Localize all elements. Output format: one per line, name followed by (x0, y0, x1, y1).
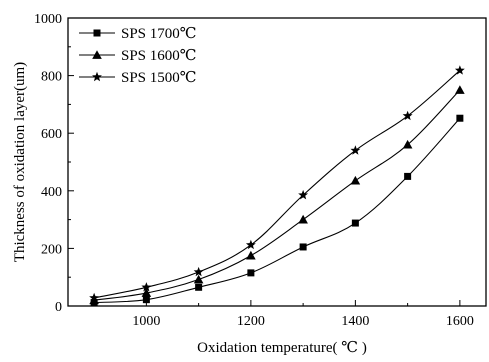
legend-label: SPS 1600℃ (121, 48, 197, 64)
x-tick-label: 1200 (237, 314, 265, 329)
data-point-star (193, 266, 204, 277)
data-point-triangle (193, 274, 204, 284)
x-tick-label: 1400 (341, 314, 369, 329)
y-axis-label: Thickness of oxidation layer(um) (12, 62, 28, 262)
data-point-triangle (402, 139, 413, 149)
y-tick-label: 0 (55, 300, 62, 315)
data-point-triangle (455, 85, 465, 94)
y-tick-label: 600 (41, 127, 62, 142)
data-point-square (404, 172, 412, 180)
x-tick-label: 1000 (132, 314, 160, 329)
legend-entry: SPS 1500℃ (79, 70, 197, 86)
data-point-square (142, 296, 150, 304)
y-tick-label: 200 (41, 242, 62, 257)
legend-label: SPS 1500℃ (121, 70, 197, 86)
legend-label: SPS 1700℃ (121, 26, 197, 42)
data-point-star (245, 239, 256, 250)
y-tick-label: 800 (41, 70, 62, 85)
legend-marker-square (93, 29, 101, 37)
data-point-star (298, 189, 309, 200)
data-point-triangle (141, 288, 152, 297)
legend-entry: SPS 1700℃ (79, 26, 197, 42)
data-point-triangle (298, 214, 308, 224)
series-line-star (94, 70, 461, 299)
data-point-star (89, 292, 100, 303)
x-tick-label: 1600 (446, 314, 474, 329)
y-tick-label: 1000 (34, 12, 62, 27)
legend-marker-triangle (92, 50, 102, 59)
data-point-star (350, 145, 361, 155)
data-point-triangle (246, 250, 256, 260)
data-point-square (351, 219, 359, 227)
x-axis-label: Oxidation temperature( ℃ ) (197, 340, 367, 356)
series-line-triangle (94, 89, 461, 301)
data-point-square (247, 269, 255, 277)
series-star (89, 65, 465, 303)
data-point-square (299, 243, 307, 251)
series-triangle (89, 85, 465, 305)
legend-marker-star (92, 71, 102, 82)
data-point-star (141, 282, 152, 292)
data-point-square (195, 283, 203, 291)
data-point-square (456, 114, 464, 122)
y-tick-label: 400 (41, 185, 62, 200)
data-point-triangle (350, 175, 361, 185)
legend-entry: SPS 1600℃ (79, 48, 197, 64)
data-point-star (454, 65, 465, 75)
data-point-star (402, 110, 413, 121)
